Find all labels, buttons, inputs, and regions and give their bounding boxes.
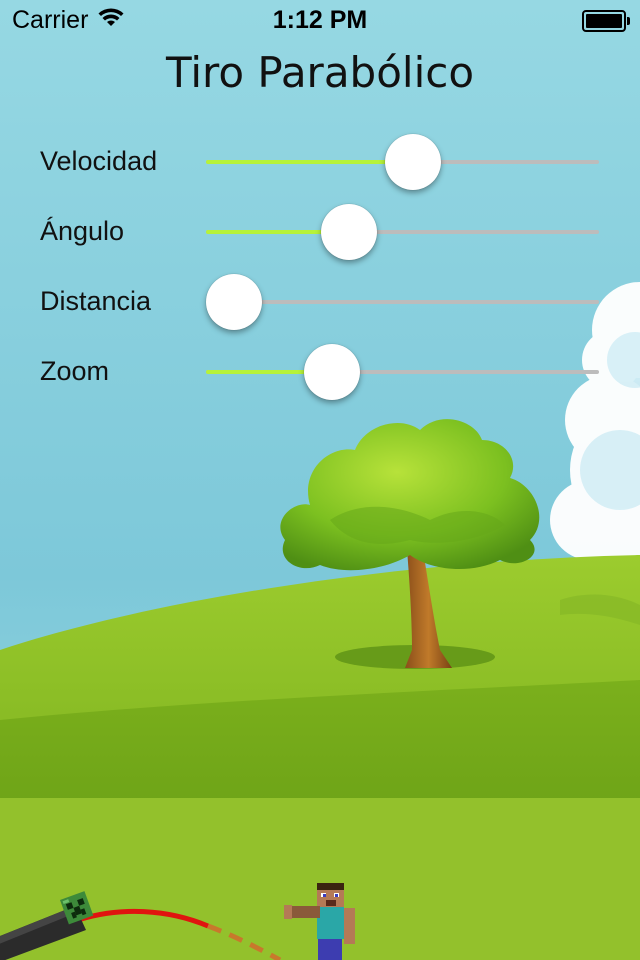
slider-thumb[interactable] — [320, 204, 377, 260]
trajectory-dashed — [207, 923, 282, 960]
battery-icon — [582, 10, 630, 32]
page-title: Tiro Parabólico — [165, 48, 475, 97]
slider-row-velocidad: Velocidad — [0, 132, 640, 192]
tree-canopy — [280, 419, 540, 571]
slider-thumb[interactable] — [206, 274, 262, 330]
status-time: 1:12 PM — [272, 6, 368, 34]
wifi-icon — [98, 8, 124, 33]
creeper-head-icon — [60, 891, 94, 925]
slider-label-zoom: Zoom — [40, 356, 110, 386]
distancia-slider[interactable] — [206, 274, 599, 330]
slider-min-track — [206, 230, 349, 234]
slider-row-angulo: Ángulo — [0, 202, 640, 262]
slider-thumb[interactable] — [384, 134, 441, 190]
slider-row-distancia: Distancia — [0, 272, 640, 332]
angulo-slider[interactable] — [206, 204, 599, 260]
zoom-slider[interactable] — [206, 344, 599, 400]
steve-character-icon — [284, 883, 355, 960]
velocidad-slider[interactable] — [206, 134, 599, 190]
slider-label-velocidad: Velocidad — [40, 146, 158, 176]
slider-label-distancia: Distancia — [40, 286, 152, 316]
slider-thumb[interactable] — [303, 344, 360, 400]
cannon-icon — [0, 906, 86, 960]
slider-min-track — [206, 370, 332, 374]
slider-row-zoom: Zoom — [0, 342, 640, 402]
slider-label-angulo: Ángulo — [40, 216, 125, 246]
carrier-label: Carrier — [12, 6, 89, 34]
status-bar: Carrier 1:12 PM — [0, 0, 640, 40]
slider-min-track — [206, 160, 413, 164]
